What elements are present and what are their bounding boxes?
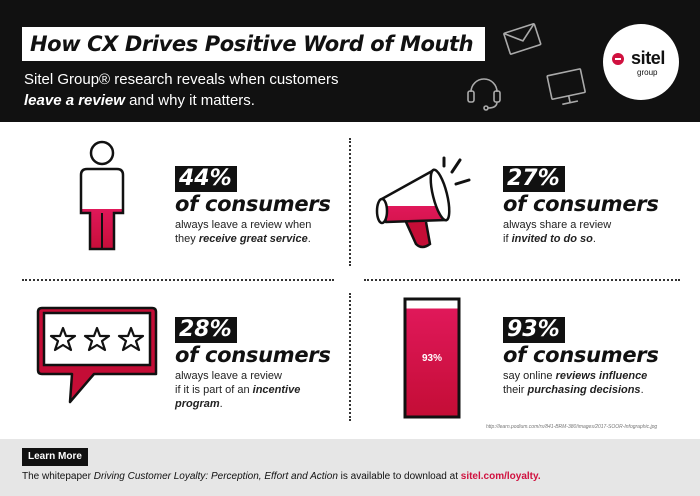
subtitle-rest: and why it matters. [124, 92, 255, 109]
stat-desc-1: always leave a review when they receive … [175, 218, 331, 246]
subtitle-line-2: leave a review and why it matters. [24, 92, 255, 109]
stat-desc-3-line-3-emph: program [175, 398, 220, 410]
footer-link[interactable]: sitel.com/loyalty. [460, 471, 541, 482]
title-box: How CX Drives Positive Word of Mouth [22, 27, 486, 61]
bar-label: 93% [421, 353, 442, 364]
star-icon-3 [117, 326, 145, 352]
headset-icon [467, 78, 501, 111]
footer-text-pre: The whitepaper [22, 471, 94, 482]
stat-consumers-3: of consumers [175, 343, 331, 367]
footer: Learn More The whitepaper Driving Custom… [0, 439, 700, 496]
stat-desc-3: always leave a review if it is part of a… [175, 369, 331, 411]
stat-desc-2-post: . [592, 233, 596, 245]
stat-consumers-4: of consumers [503, 343, 659, 367]
stat-desc-4-line-2-emph: purchasing decisions [527, 384, 641, 396]
vertical-divider-top [349, 138, 351, 266]
stat-desc-4-line-2-pre: their [503, 384, 528, 396]
learn-more-button[interactable]: Learn More [22, 448, 88, 466]
stat-desc-2-line-2: if invited to do so. [503, 232, 659, 246]
stat-desc-2-pre: if [503, 233, 512, 245]
envelope-icon [503, 23, 542, 55]
stat-consumers-1: of consumers [175, 192, 331, 216]
stat-block-1: 44% of consumers always leave a review w… [175, 166, 331, 246]
stat-desc-2: always share a review if invited to do s… [503, 218, 659, 246]
footer-whitepaper-title: Driving Customer Loyalty: Perception, Ef… [93, 471, 338, 482]
stat-desc-3-line-3: program. [175, 397, 331, 411]
person-icon [79, 140, 125, 251]
bar-fill [406, 308, 458, 416]
fill-bar-icon [403, 297, 461, 419]
footer-text-mid: is available to download at [337, 471, 461, 482]
stat-block-3: 28% of consumers always leave a review i… [175, 317, 331, 411]
stat-desc-4-line-2-post: . [640, 384, 644, 396]
stat-desc-3-line-1: always leave a review [175, 370, 282, 382]
stat-percent-1: 44% [175, 166, 237, 192]
stat-percent-3: 28% [175, 317, 237, 343]
footer-text: The whitepaper Driving Customer Loyalty:… [22, 471, 541, 482]
source-url: http://learn.podium.com/rs/841-BRM-380/i… [486, 424, 658, 430]
stat-block-2: 27% of consumers always share a review i… [503, 166, 659, 246]
vertical-divider-bottom [349, 293, 351, 421]
stat-desc-4-line-2: their purchasing decisions. [503, 383, 659, 397]
stat-desc-1-post: . [307, 233, 311, 245]
stat-desc-1-line-1: always leave a review when [175, 219, 312, 231]
stat-desc-4-line-1: say online reviews influence [503, 369, 659, 383]
horizontal-divider-left [22, 279, 334, 281]
star-rating-bubble-icon [36, 306, 158, 404]
stat-desc-3-line-2-emph: incentive [252, 384, 301, 396]
star-icon-1 [49, 326, 77, 352]
subtitle-emphasis: leave a review [24, 92, 125, 109]
logo-mark-icon [612, 53, 624, 65]
stat-desc-1-pre: they [175, 233, 199, 245]
stat-desc-1-emph: receive great service [198, 233, 308, 245]
sitel-logo: sitel group [603, 24, 679, 100]
logo-subtext: group [637, 68, 658, 77]
stat-desc-4: say online reviews influence their purch… [503, 369, 659, 397]
stat-desc-3-line-2-pre: if it is part of an [175, 384, 253, 396]
monitor-icon [546, 68, 586, 106]
subtitle-line-1: Sitel Group® research reveals when custo… [24, 71, 339, 88]
stat-desc-3-line-3-post: . [219, 398, 223, 410]
header-banner: How CX Drives Positive Word of Mouth Sit… [0, 0, 700, 122]
stat-desc-3-line-2: if it is part of an incentive [175, 383, 331, 397]
stat-desc-1-line-2: they receive great service. [175, 232, 331, 246]
stat-consumers-2: of consumers [503, 192, 659, 216]
stat-percent-4: 93% [503, 317, 565, 343]
megaphone-fill [380, 206, 446, 222]
stat-desc-4-line-1-pre: say online [503, 370, 556, 382]
logo-wordmark: sitel [630, 48, 666, 68]
stat-desc-4-line-1-emph: reviews influence [555, 370, 648, 382]
stat-percent-2: 27% [503, 166, 565, 192]
stat-desc-2-line-1: always share a review [503, 219, 612, 231]
page-title: How CX Drives Positive Word of Mouth [30, 32, 474, 56]
megaphone-icon [375, 156, 471, 249]
horizontal-divider-right [364, 279, 680, 281]
stat-desc-2-emph: invited to do so [511, 233, 593, 245]
stat-block-4: 93% of consumers say online reviews infl… [503, 317, 659, 397]
star-icon-2 [83, 326, 111, 352]
